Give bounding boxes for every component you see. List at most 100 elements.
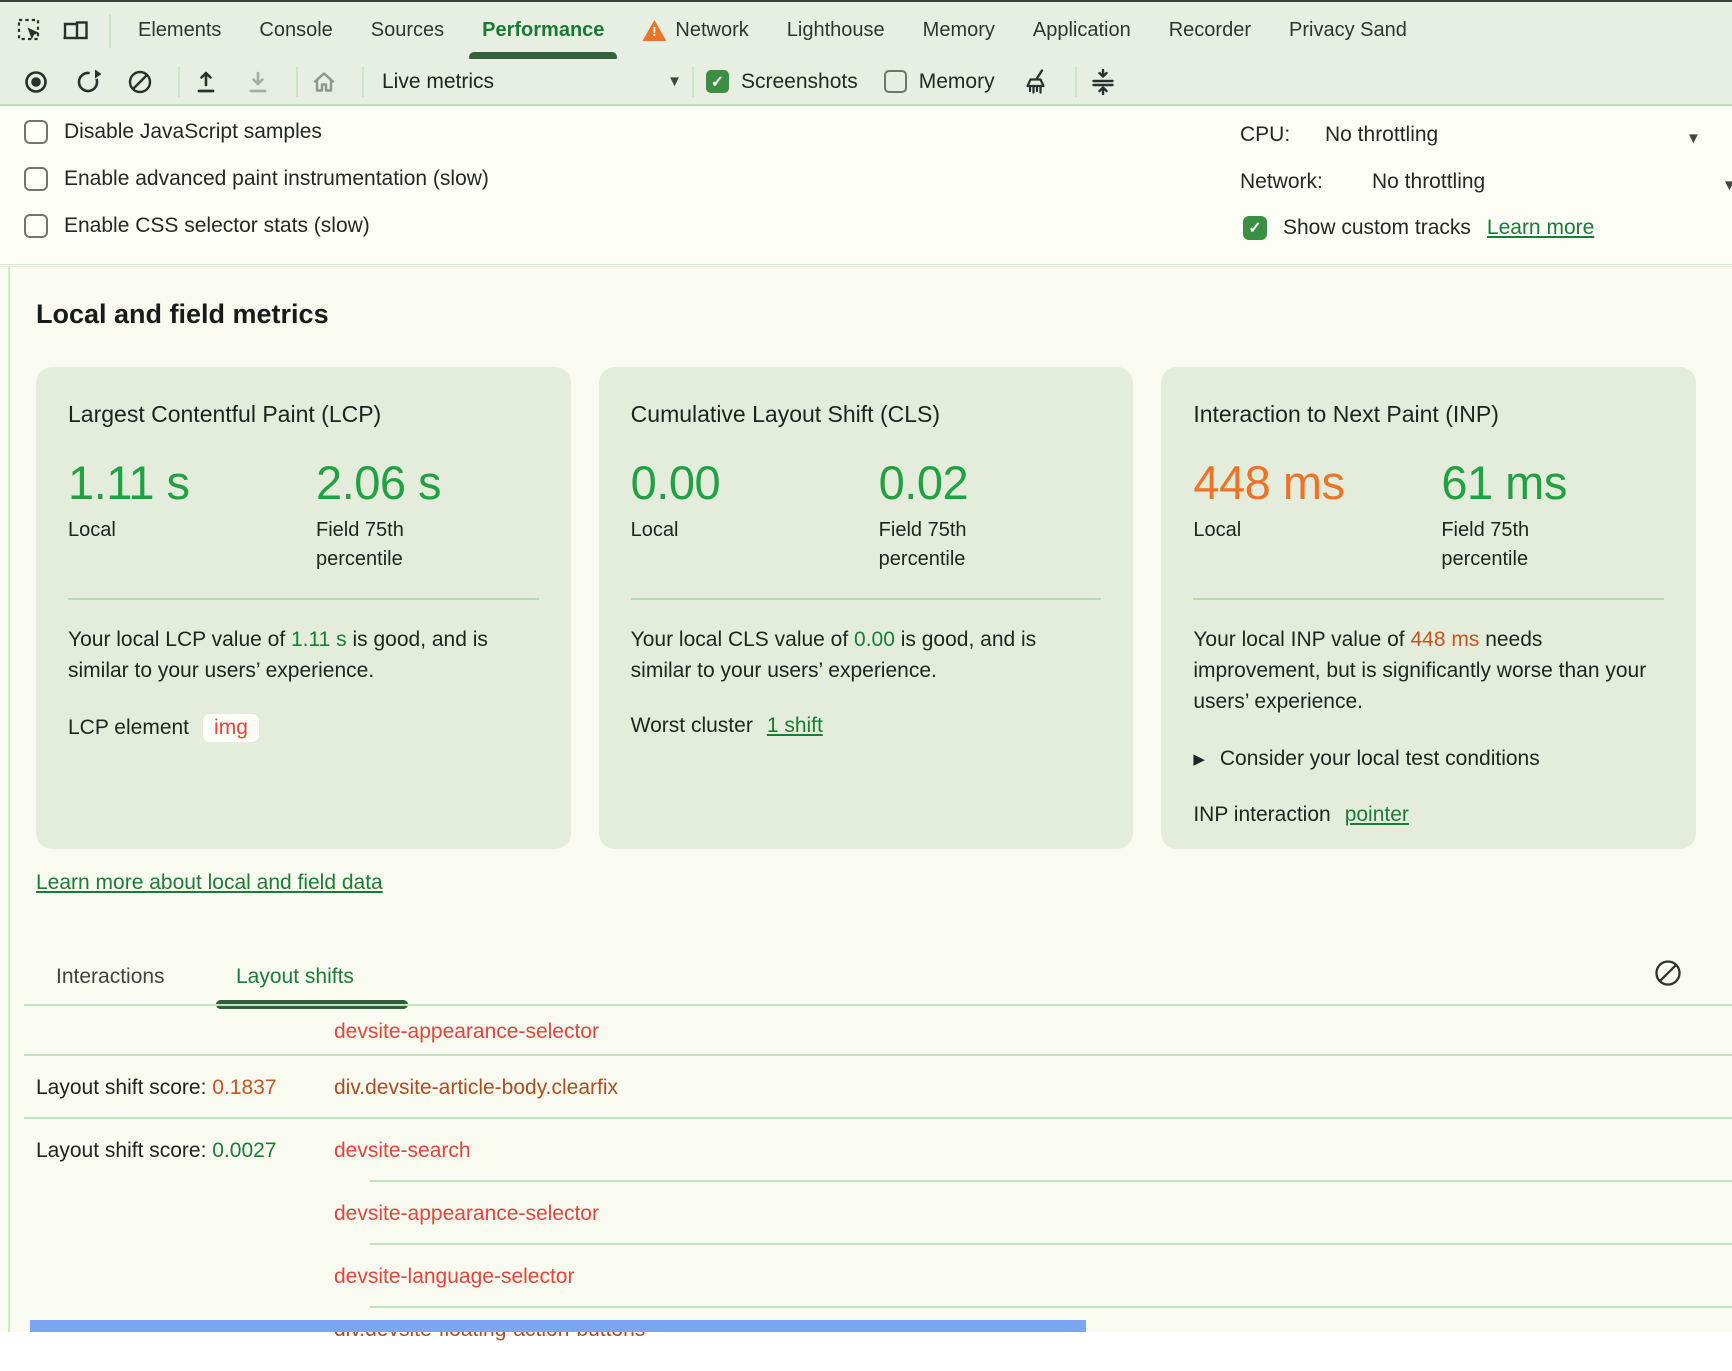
log-tabbar-separator [24,1004,1732,1006]
inp-field-value-block: 61 ms Field 75th percentile [1441,458,1664,574]
advanced-paint-checkbox[interactable] [24,167,48,191]
inspect-element-button[interactable] [16,17,43,44]
disable-js-samples-row[interactable]: Disable JavaScript samples [24,120,322,144]
card-divider [68,598,539,600]
reload-icon [74,68,102,96]
disable-js-samples-checkbox[interactable] [24,120,48,144]
custom-tracks-label: Show custom tracks [1283,216,1471,240]
network-label: Network: [1240,170,1323,194]
inp-interaction-link[interactable]: pointer [1345,803,1409,827]
inp-field-value: 61 ms [1441,458,1664,507]
screenshots-checkbox-group[interactable]: Screenshots [706,70,858,94]
layout-shift-element-link[interactable]: devsite-search [334,1139,471,1163]
device-toolbar-icon [61,17,89,44]
cpu-throttling-select[interactable]: No throttling [1325,123,1438,147]
upload-icon [192,68,220,96]
inp-interaction-row: INP interaction pointer [1193,803,1664,827]
lcp-element-link[interactable]: img [203,714,259,742]
inp-local-label: Local [1193,516,1343,545]
performance-settings: Disable JavaScript samples Enable advanc… [0,106,1732,265]
download-profile-button[interactable] [244,68,272,96]
memory-checkbox[interactable] [884,70,907,93]
log-clear-button[interactable] [1652,957,1684,989]
css-selector-stats-row[interactable]: Enable CSS selector stats (slow) [24,214,370,238]
layout-shift-row[interactable]: devsite-appearance-selector [0,1008,1732,1056]
screenshots-label: Screenshots [741,70,858,94]
tab-recorder[interactable]: Recorder [1150,2,1270,59]
tab-console[interactable]: Console [240,2,351,59]
tabbar-divider [109,14,111,48]
log-tab-layout-shifts[interactable]: Layout shifts [236,965,354,989]
advanced-paint-row[interactable]: Enable advanced paint instrumentation (s… [24,167,489,191]
tab-memory[interactable]: Memory [904,2,1014,59]
garbage-collect-button[interactable] [1021,67,1051,97]
cpu-dropdown-arrow-icon[interactable]: ▼ [1686,130,1701,147]
inp-card-title: Interaction to Next Paint (INP) [1193,401,1664,428]
download-icon [244,68,272,96]
lcp-field-label: Field 75th percentile [316,516,466,574]
layout-shift-row[interactable]: Layout shift score: 0.0027 devsite-searc… [0,1119,1732,1182]
network-dropdown-arrow-icon[interactable]: ▼ [1722,177,1732,194]
lcp-inline-value: 1.11 s [291,628,347,651]
cls-worst-cluster-link[interactable]: 1 shift [767,714,823,738]
lcp-field-value-block: 2.06 s Field 75th percentile [316,458,539,574]
layout-shift-row[interactable]: Layout shift score: 0.1837 div.devsite-a… [0,1056,1732,1119]
css-selector-stats-checkbox[interactable] [24,214,48,238]
tab-performance[interactable]: Performance [463,2,623,59]
tab-sources[interactable]: Sources [352,2,463,59]
device-toolbar-button[interactable] [61,17,89,44]
lcp-local-value: 1.11 s [68,458,316,507]
local-field-learn-more-link[interactable]: Learn more about local and field data [36,871,383,895]
garbage-collect-icon [1021,67,1051,97]
clear-button[interactable] [126,68,154,96]
tab-application[interactable]: Application [1014,2,1150,59]
lcp-element-label: LCP element [68,716,189,740]
network-throttling-row: Network: [1240,170,1323,194]
layout-shift-element-link[interactable]: devsite-appearance-selector [334,1202,599,1226]
custom-tracks-row[interactable]: Show custom tracks Learn more [1243,216,1594,240]
layout-shift-rows: devsite-appearance-selector Layout shift… [0,1008,1732,1371]
tab-privacy-sandbox[interactable]: Privacy Sand [1270,2,1426,59]
memory-checkbox-group[interactable]: Memory [884,70,995,94]
inp-local-value: 448 ms [1193,458,1441,507]
network-value: No throttling [1372,170,1485,194]
cpu-throttling-row: CPU: [1240,123,1290,147]
upload-profile-button[interactable] [192,68,220,96]
clear-icon [126,68,154,96]
custom-tracks-learn-more-link[interactable]: Learn more [1487,216,1594,240]
dropdown-arrow-icon: ▼ [667,73,682,90]
log-tab-interactions[interactable]: Interactions [56,965,165,989]
cls-local-value-block: 0.00 Local [631,458,879,574]
lcp-local-value-block: 1.11 s Local [68,458,316,574]
tab-lighthouse[interactable]: Lighthouse [768,2,904,59]
memory-label: Memory [919,70,995,94]
cpu-value: No throttling [1325,123,1438,147]
disable-js-samples-label: Disable JavaScript samples [64,120,322,144]
inp-interaction-label: INP interaction [1193,803,1330,827]
record-icon [22,68,50,96]
inp-local-value-block: 448 ms Local [1193,458,1441,574]
layout-shift-element-link[interactable]: devsite-language-selector [334,1265,574,1289]
network-throttling-select[interactable]: No throttling [1372,170,1485,194]
tab-network[interactable]: Network [623,2,767,59]
inp-local-conditions-disclosure[interactable]: ▶ Consider your local test conditions [1193,747,1664,771]
layout-shift-row[interactable]: devsite-appearance-selector [0,1182,1732,1245]
screenshots-checkbox[interactable] [706,70,729,93]
toolbar-divider [692,67,694,97]
home-button[interactable] [310,68,338,96]
cls-metric-card: Cumulative Layout Shift (CLS) 0.00 Local… [599,367,1134,849]
layout-shift-row[interactable]: div.devsite-floating-action-buttons [0,1308,1732,1371]
custom-tracks-checkbox[interactable] [1243,216,1267,240]
layout-shift-row[interactable]: devsite-language-selector [0,1245,1732,1308]
window-top-edge [0,0,1732,2]
reload-button[interactable] [74,68,102,96]
toolbar-divider [362,67,364,97]
layout-shift-element-link[interactable]: div.devsite-article-body.clearfix [334,1076,618,1100]
panel-mode-select[interactable]: Live metrics ▼ [382,70,682,94]
lcp-element-row: LCP element img [68,714,539,742]
layout-shift-element-link[interactable]: devsite-appearance-selector [334,1020,599,1044]
tab-elements[interactable]: Elements [119,2,240,59]
record-button[interactable] [22,68,50,96]
collapse-button[interactable] [1089,68,1117,96]
card-divider [631,598,1102,600]
